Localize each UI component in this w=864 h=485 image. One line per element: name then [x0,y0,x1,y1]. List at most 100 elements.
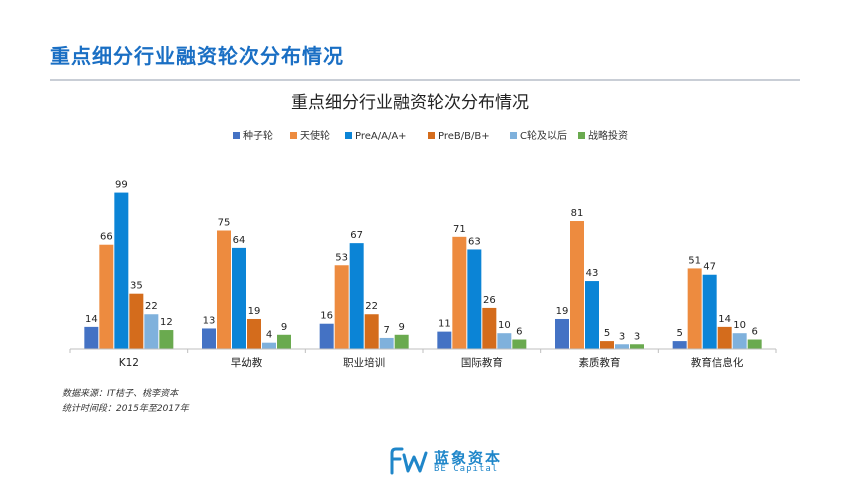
data-label: 9 [398,322,404,333]
data-label: 26 [483,295,496,306]
data-label: 4 [266,330,272,341]
legend-swatch [510,132,517,139]
legend-label: PreB/B/B+ [438,131,490,142]
bar [232,247,246,349]
bar [159,330,174,349]
data-label: 10 [733,320,746,331]
bar [452,236,467,349]
bar [747,339,762,349]
bar [482,307,497,349]
x-tick-label: 早幼教 [231,356,263,369]
data-label: 35 [130,281,143,292]
data-label: 7 [383,325,389,336]
bar [497,333,512,349]
data-label: 75 [218,218,231,229]
data-label: 43 [586,268,599,279]
data-label: 14 [85,314,98,325]
bar [217,230,231,349]
data-source-note: 数据来源：IT桔子、桃李资本 [62,389,179,399]
bar [630,344,644,349]
bar [202,328,216,349]
data-label: 12 [160,317,173,328]
data-label: 71 [453,224,466,235]
data-label: 67 [350,230,363,241]
legend-swatch [428,132,435,139]
legend-swatch [578,132,585,139]
bar [600,341,614,349]
data-label: 22 [365,301,378,312]
bar [129,293,144,349]
data-label: 53 [335,252,348,263]
data-label: 51 [688,255,701,266]
bar [732,333,747,349]
bar [570,221,584,349]
bar [277,334,291,349]
bar [687,268,702,349]
legend-swatch [233,132,240,139]
legend-label: PreA/A/A+ [355,131,407,142]
data-label: 6 [516,327,522,338]
x-tick-label: 国际教育 [461,356,503,369]
title-divider [50,79,800,81]
bar [615,344,629,349]
data-label: 63 [468,236,481,247]
legend-label: 天使轮 [300,129,330,142]
x-axis-categories: K12 早幼教 职业培训 国际教育 素质教育 教育信息化 [69,349,777,369]
bar [702,274,717,349]
legend-label: C轮及以后 [520,129,567,142]
data-label: 11 [438,319,451,330]
bar [512,339,527,349]
x-tick-label: 素质教育 [579,356,621,369]
legend-swatch [290,132,297,139]
data-label: 5 [676,328,682,339]
data-label: 64 [233,235,246,246]
bar [84,326,99,349]
data-label: 13 [203,315,216,326]
bar [555,318,569,349]
data-label: 66 [100,232,113,243]
data-label: 10 [498,320,511,331]
data-label: 19 [248,306,261,317]
bar [672,341,687,349]
bar [379,337,394,349]
brand-logo: 蓝象资本 BE Capital [388,445,518,477]
legend-label: 战略投资 [588,129,628,142]
data-label: 6 [751,327,757,338]
period-note: 统计时间段：2015年至2017年 [62,404,189,414]
x-tick-label: 教育信息化 [691,356,744,369]
data-label: 19 [556,306,569,317]
data-label: 3 [634,331,640,342]
data-label: 47 [703,262,716,273]
chart-title: 重点细分行业融资轮次分布情况 [291,93,529,113]
bar [114,192,129,349]
x-tick-label: K12 [119,357,139,369]
x-tick-label: 职业培训 [343,356,385,369]
bar [262,342,276,349]
brand-name-en: BE Capital [434,464,499,474]
bar [99,244,114,349]
bar [247,318,261,349]
data-label: 9 [281,322,287,333]
brand-name-cn: 蓝象资本 [434,449,503,467]
page-title: 重点细分行业融资轮次分布情况 [50,44,344,68]
bar [364,314,379,349]
bar [717,326,732,349]
legend-swatch [345,132,352,139]
data-label: 5 [604,328,610,339]
brand-logo-icon [390,447,428,475]
bar [144,314,159,349]
data-label: 16 [320,311,333,322]
bar [467,249,482,349]
bar [349,243,364,349]
data-label: 3 [619,331,625,342]
legend-label: 种子轮 [243,129,273,142]
data-label: 81 [571,208,584,219]
data-label: 99 [115,180,128,191]
bar [437,331,452,349]
chart-legend: 种子轮 天使轮 PreA/A/A+ PreB/B/B+ C轮及以后 战略投资 [233,129,628,142]
bar [334,265,349,349]
bar [319,323,334,349]
bar [394,334,409,349]
